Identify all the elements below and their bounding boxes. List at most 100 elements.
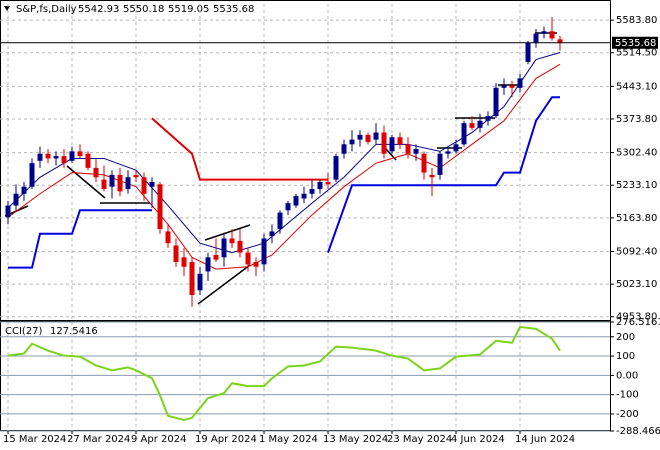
candle-body xyxy=(325,181,331,185)
indicator-line xyxy=(7,325,561,421)
header-close: 5535.68 xyxy=(213,4,254,15)
candle-body xyxy=(381,132,387,154)
candle-body xyxy=(221,238,227,258)
candle-body xyxy=(53,156,59,159)
candle-body xyxy=(389,137,395,152)
candle-body xyxy=(149,181,155,187)
candle-body xyxy=(357,134,363,140)
y-tick-label: 5302.40 xyxy=(616,148,657,159)
candle-body xyxy=(429,174,435,178)
symbol-title: S&P,fs,Daily xyxy=(16,4,77,15)
candle-body xyxy=(493,87,499,117)
candle-body xyxy=(485,116,491,121)
y-tick-label: 5233.10 xyxy=(616,180,657,191)
candle-body xyxy=(37,153,43,161)
x-tick-label: 23 May 2024 xyxy=(387,434,452,445)
indicator-tick-label: -100 xyxy=(616,390,639,401)
candle-body xyxy=(165,231,171,244)
candle-body xyxy=(437,153,443,175)
y-tick-label: 5163.80 xyxy=(616,213,657,224)
candle-body xyxy=(253,262,259,267)
candle-body xyxy=(285,203,291,211)
candle-body xyxy=(197,273,203,291)
x-tick-label: 13 May 2024 xyxy=(323,434,388,445)
candle-body xyxy=(29,163,35,187)
trend-line xyxy=(66,165,106,199)
x-tick-label: 1 May 2024 xyxy=(259,434,318,445)
indicator-tick-label: 276.5161 xyxy=(616,317,660,328)
candle-body xyxy=(421,153,427,173)
overlay-line xyxy=(7,52,561,254)
indicator-tick-label: 0.00 xyxy=(616,370,638,381)
candle-body xyxy=(93,167,99,178)
candle-body xyxy=(373,132,379,140)
candle-body xyxy=(525,43,531,62)
candle-body xyxy=(125,177,131,190)
candle-body xyxy=(293,196,299,206)
candle-body xyxy=(405,144,411,154)
candle-body xyxy=(549,31,555,39)
candle-body xyxy=(533,33,539,44)
trend-line xyxy=(204,224,251,241)
candle-body xyxy=(21,186,27,194)
y-tick-label: 5023.10 xyxy=(616,279,657,290)
indicator-tick-label: -200 xyxy=(616,409,639,420)
candle-body xyxy=(461,123,467,145)
candle-body xyxy=(469,123,475,128)
header-open: 5542.93 xyxy=(78,4,119,15)
x-tick-label: 19 Apr 2024 xyxy=(195,434,257,445)
candle-body xyxy=(365,134,371,142)
candle-body xyxy=(69,151,75,161)
candle-body xyxy=(205,257,211,272)
candle-body xyxy=(445,151,451,154)
candle-body xyxy=(341,144,347,154)
y-tick-label: 5443.10 xyxy=(616,81,657,92)
current-price-tag xyxy=(612,36,658,49)
candle-body xyxy=(317,181,323,190)
y-tick-label: 5373.80 xyxy=(616,114,657,125)
y-tick-label: 5583.80 xyxy=(616,15,657,26)
x-tick-label: 4 Jun 2024 xyxy=(451,434,505,445)
indicator-tick-label: 100 xyxy=(616,351,635,362)
candle-body xyxy=(477,120,483,128)
candle-body xyxy=(157,184,163,230)
header-high: 5550.18 xyxy=(123,4,164,15)
x-tick-label: 15 Mar 2024 xyxy=(3,434,66,445)
y-tick-label: 5092.40 xyxy=(616,246,657,257)
candle-body xyxy=(13,193,19,206)
candle-body xyxy=(77,151,83,157)
candle-body xyxy=(277,212,283,230)
candle-body xyxy=(229,238,235,244)
candle-body xyxy=(85,153,91,168)
candle-body xyxy=(557,39,563,43)
header-low: 5519.05 xyxy=(168,4,209,15)
x-tick-label: 27 Mar 2024 xyxy=(67,434,130,445)
candle-body xyxy=(517,78,523,88)
current-price-label: 5535.68 xyxy=(615,38,656,49)
trend-line xyxy=(197,264,251,305)
candle-body xyxy=(509,85,515,88)
candle-body xyxy=(413,149,419,154)
candle-body xyxy=(181,257,187,267)
candle-body xyxy=(501,85,507,88)
candle-body xyxy=(349,139,355,145)
candle-body xyxy=(269,231,275,237)
indicator-name: CCI(27) xyxy=(5,326,43,337)
candle-body xyxy=(213,254,219,260)
x-tick-label: 14 Jun 2024 xyxy=(515,434,575,445)
candle-body xyxy=(309,189,315,194)
indicator-tick-label: 200 xyxy=(616,332,635,343)
candle-body xyxy=(261,238,267,265)
candle-body xyxy=(173,245,179,263)
candle-body xyxy=(301,193,307,199)
candle-body xyxy=(45,153,51,159)
overlay-line xyxy=(151,117,328,181)
candle-body xyxy=(141,177,147,194)
candle-body xyxy=(117,174,123,192)
candle-body xyxy=(333,156,339,180)
symbol-icon xyxy=(4,6,10,11)
indicator-value: 127.5416 xyxy=(50,326,98,337)
